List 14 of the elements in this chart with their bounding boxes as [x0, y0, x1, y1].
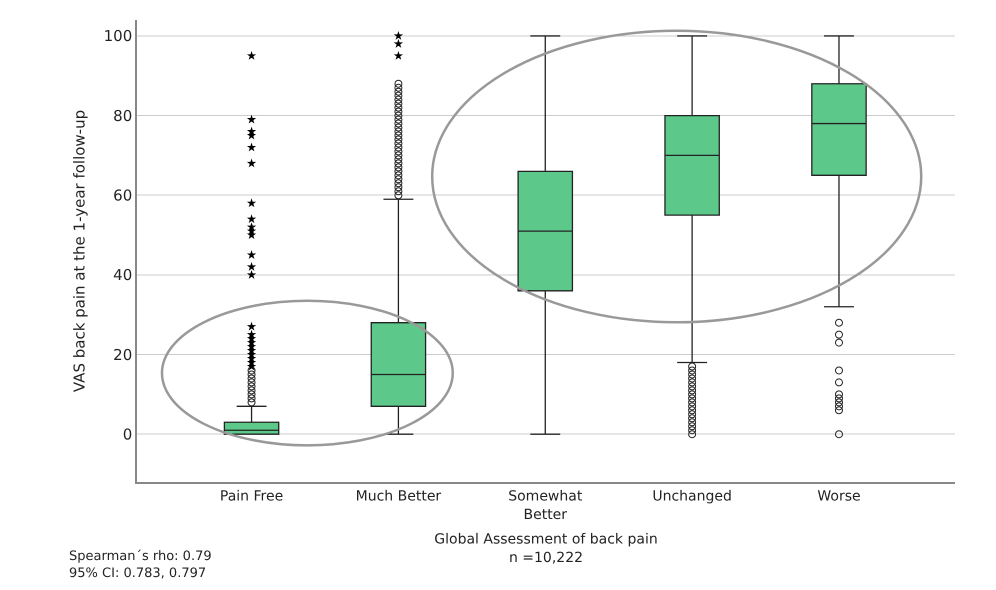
x-tick-label: Pain Free [220, 488, 284, 505]
text: Spearman´s rho: 0.79 95% CI: 0.783, 0.797 [69, 549, 212, 581]
y-tick-label: 20 [113, 346, 132, 364]
y-axis-title: VAS back pain at the 1-year follow-up [70, 110, 88, 392]
x-tick-label: Worse [817, 488, 861, 505]
y-tick-label: 80 [113, 106, 132, 125]
x-tick-label: Unchanged [652, 488, 732, 505]
x-tick-label: Somewhat Better [508, 488, 583, 523]
y-tick-label: 100 [104, 27, 132, 46]
y-tick-label: 60 [113, 186, 132, 204]
x-axis-title: Global Assessment of back pain n =10,222 [434, 532, 658, 566]
y-tick-label: 40 [113, 266, 132, 284]
x-tick-label: Much Better [356, 488, 442, 505]
y-tick-label: 0 [122, 425, 132, 444]
